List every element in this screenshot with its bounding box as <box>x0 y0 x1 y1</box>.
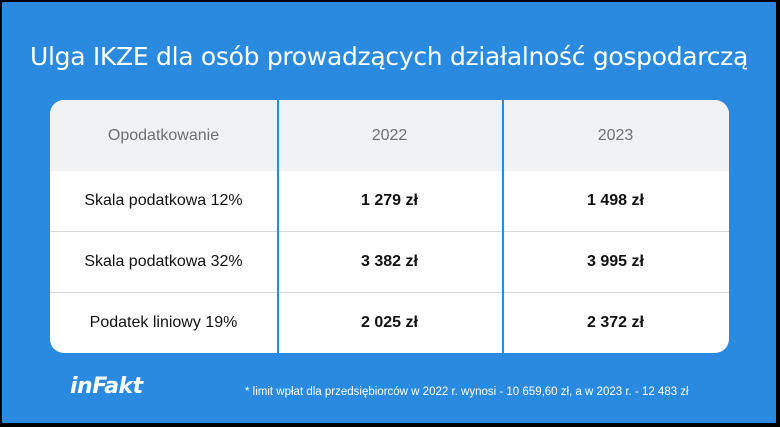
row-divider <box>50 231 729 232</box>
header-2023: 2023 <box>597 126 634 144</box>
infographic-frame: Ulga IKZE dla osób prowadzących działaln… <box>2 2 776 423</box>
row-label: Skala podatkowa 32% <box>84 253 243 270</box>
comparison-table: Opodatkowanie 2022 2023 Skala podatkowa … <box>50 100 729 353</box>
table-row: Podatek liniowy 19% 2 025 zł 2 372 zł <box>50 293 729 353</box>
row-label: Podatek liniowy 19% <box>89 314 238 331</box>
table-row: Skala podatkowa 12% 1 279 zł 1 498 zł <box>50 171 729 231</box>
header-2022: 2022 <box>371 126 408 144</box>
table-row: Skala podatkowa 32% 3 382 zł 3 995 zł <box>50 232 729 292</box>
value-2023: 1 498 zł <box>587 192 644 209</box>
value-2023: 2 372 zł <box>587 314 644 331</box>
infakt-logo: inFakt <box>70 374 143 399</box>
value-2022: 3 382 zł <box>361 253 418 270</box>
value-2022: 2 025 zł <box>361 314 418 331</box>
column-divider <box>277 100 279 353</box>
value-2022: 1 279 zł <box>361 192 418 209</box>
footnote: * limit wpłat dla przedsiębiorców w 2022… <box>245 386 689 398</box>
header-taxation: Opodatkowanie <box>107 126 220 144</box>
row-label: Skala podatkowa 12% <box>84 192 243 209</box>
value-2023: 3 995 zł <box>587 253 644 270</box>
row-divider <box>50 292 729 293</box>
table-header-row: Opodatkowanie 2022 2023 <box>50 100 729 171</box>
column-divider <box>502 100 504 353</box>
page-title: Ulga IKZE dla osób prowadzących działaln… <box>29 42 749 71</box>
